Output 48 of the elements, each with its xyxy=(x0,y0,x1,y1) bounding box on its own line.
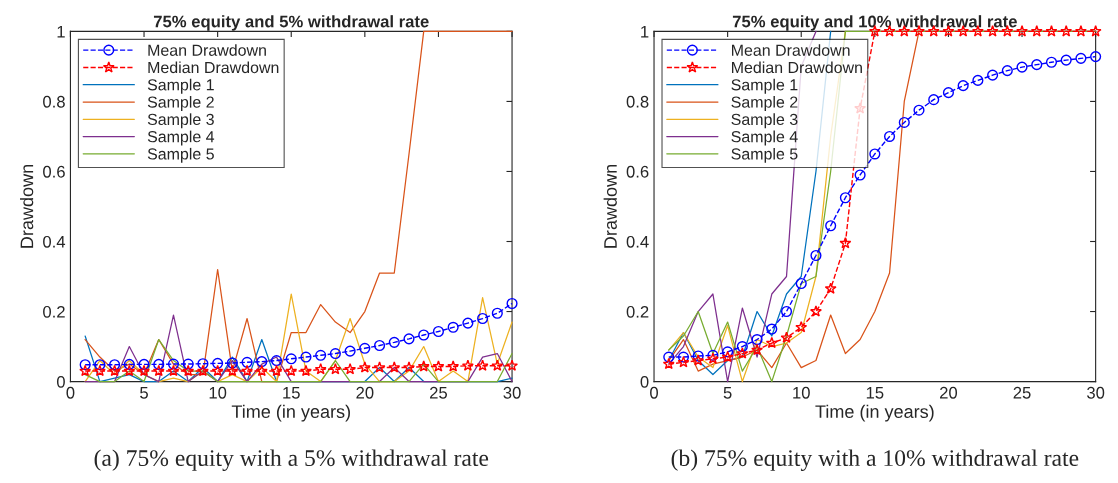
y-tick-label: 0.8 xyxy=(43,95,65,108)
x-tick-label: 25 xyxy=(430,386,448,399)
legend-label: Sample 4 xyxy=(731,130,798,146)
y-tick-label: 1 xyxy=(57,25,65,38)
x-tick-label: 10 xyxy=(793,386,810,399)
legend-label: Sample 2 xyxy=(731,96,798,111)
x-tick-label: 30 xyxy=(503,386,521,399)
x-tick-label: 25 xyxy=(1013,386,1031,399)
x-tick-label: 15 xyxy=(866,387,884,399)
legend-label: Sample 1 xyxy=(147,78,214,94)
x-axis-title: Time (in years) xyxy=(231,404,350,422)
text: (b) 75% equity with a 10% withdrawal rate xyxy=(671,449,1079,471)
y-tick-label: 0 xyxy=(640,375,649,388)
legend-label: Sample 5 xyxy=(147,147,214,163)
y-axis-title: Drawdown xyxy=(20,165,34,248)
legend-label: Sample 1 xyxy=(731,78,798,94)
chart-title: 75% equity and 10% withdrawal rate xyxy=(732,15,1017,31)
y-tick-label: 0.6 xyxy=(43,165,65,178)
x-axis-title: Time (in years) xyxy=(815,404,934,422)
x-tick-label: 20 xyxy=(940,386,958,399)
legend-label: Mean Drawdown xyxy=(148,44,266,56)
legend-label: Sample 3 xyxy=(147,113,214,129)
legend-label: Sample 2 xyxy=(147,96,214,111)
y-tick-label: 1 xyxy=(641,25,649,38)
x-tick-label: 5 xyxy=(140,387,148,399)
y-tick-label: 0.4 xyxy=(626,235,649,248)
legend-label: Sample 4 xyxy=(147,130,215,146)
y-axis-title: Drawdown xyxy=(603,165,617,248)
legend-label: Sample 5 xyxy=(731,147,798,163)
y-tick-label: 0 xyxy=(56,375,65,388)
legend-label: Median Drawdown xyxy=(148,61,279,74)
x-tick-label: 10 xyxy=(209,386,227,399)
x-tick-label: 15 xyxy=(283,387,300,399)
y-tick-label: 0.6 xyxy=(626,165,649,178)
text: (a) 75% equity with a 5% withdrawal rate xyxy=(94,449,489,471)
x-tick-label: 5 xyxy=(723,387,732,399)
x-tick-label: 0 xyxy=(66,386,75,399)
y-tick-label: 0.2 xyxy=(626,305,649,318)
legend-label: Sample 3 xyxy=(731,113,798,129)
y-tick-label: 0.8 xyxy=(626,95,649,108)
x-tick-label: 0 xyxy=(650,386,659,399)
legend-label: Mean Drawdown xyxy=(732,44,850,56)
x-tick-label: 30 xyxy=(1087,386,1105,399)
legend-label: Median Drawdown xyxy=(732,61,862,74)
chart-title: 75% equity and 5% withdrawal rate xyxy=(153,15,429,31)
y-tick-label: 0.2 xyxy=(43,305,65,318)
x-tick-label: 20 xyxy=(356,386,374,399)
y-tick-label: 0.4 xyxy=(43,235,66,248)
